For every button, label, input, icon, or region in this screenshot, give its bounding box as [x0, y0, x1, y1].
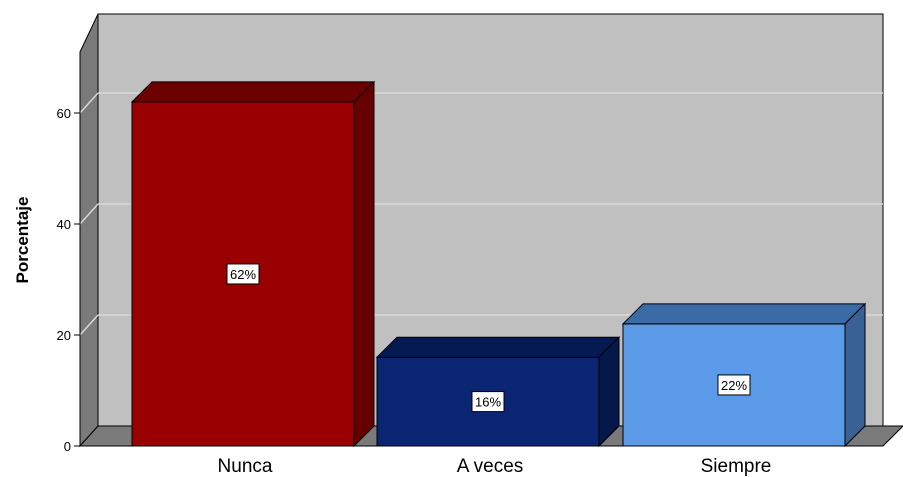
y-axis-title: Porcentaje — [13, 197, 32, 284]
y-tick-label: 60 — [57, 106, 71, 121]
gridline — [79, 92, 99, 114]
y-tick-label: 20 — [57, 328, 71, 343]
bar-a-veces — [375, 335, 621, 448]
bar-top — [375, 336, 621, 358]
bar-side — [598, 335, 620, 448]
gridline — [79, 314, 99, 336]
bar-top — [621, 303, 867, 325]
bar-side — [353, 80, 375, 448]
data-label-text: 62% — [230, 267, 256, 282]
data-labels: 62% 16% 22% — [226, 263, 751, 413]
x-tick-label: Siempre — [701, 456, 772, 477]
data-label-box — [717, 374, 751, 396]
data-label-box — [226, 263, 260, 285]
gridline — [79, 203, 99, 225]
plot-left-wall — [79, 13, 99, 448]
data-label: 62% — [226, 263, 260, 285]
bar-side — [844, 302, 866, 448]
data-label-box — [471, 391, 505, 413]
data-label-text: 22% — [721, 378, 747, 393]
data-label: 22% — [717, 374, 751, 396]
x-tick-label: A veces — [457, 456, 524, 477]
bar-top — [130, 81, 376, 103]
data-label: 16% — [471, 391, 505, 413]
x-axis: Nunca A veces Siempre — [218, 456, 772, 477]
y-tick-label: 0 — [64, 439, 71, 454]
y-tick-label: 40 — [57, 217, 71, 232]
data-label-text: 16% — [475, 395, 501, 410]
x-tick-label: Nunca — [218, 456, 273, 477]
